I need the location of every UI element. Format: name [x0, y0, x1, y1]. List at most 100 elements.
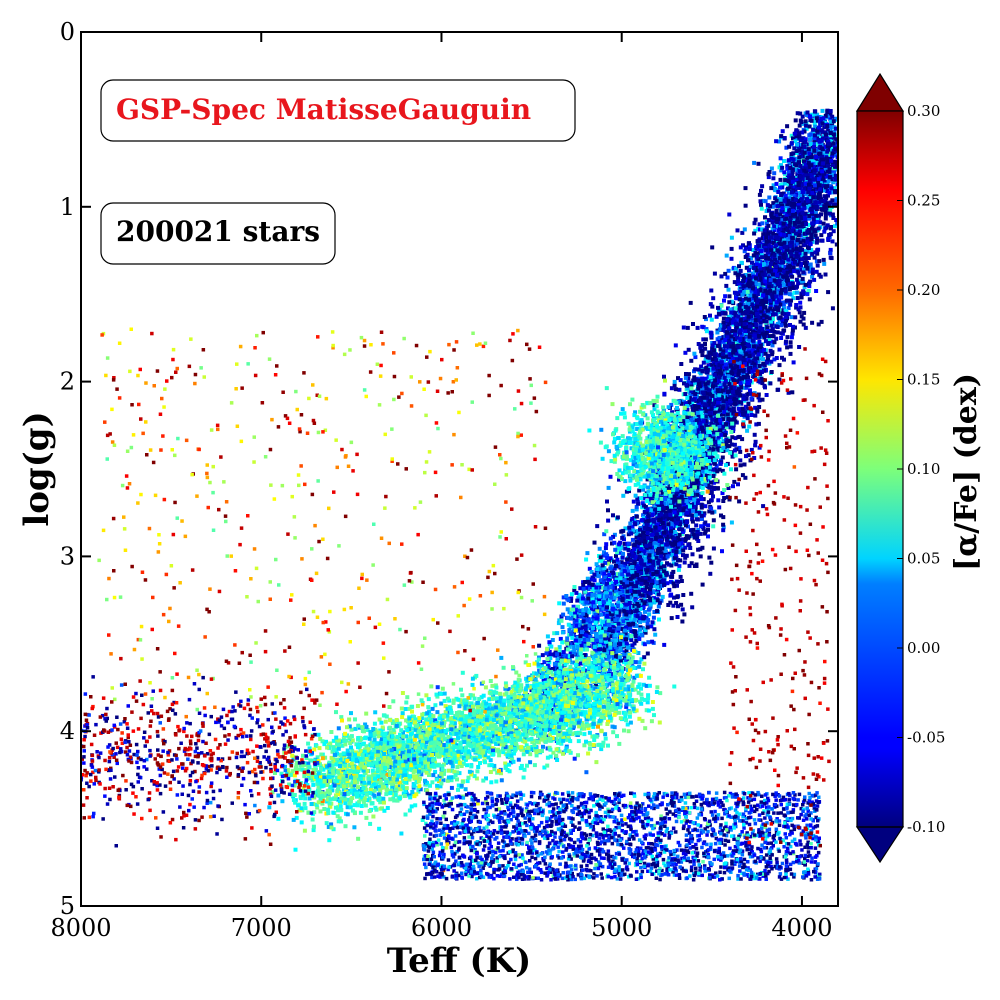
giant-branch-point	[792, 193, 797, 198]
giant-branch-point	[724, 403, 729, 408]
giant-branch-point	[798, 193, 803, 198]
giant-branch-point	[660, 490, 665, 495]
giant-branch-point	[672, 532, 677, 537]
giant-branch-point	[739, 350, 744, 355]
giant-branch-point	[651, 615, 656, 620]
giant-branch-point	[815, 118, 820, 123]
giant-branch-point	[803, 191, 808, 196]
giant-branch-point	[710, 341, 715, 345]
giant-branch-point	[715, 330, 720, 335]
giant-branch-point	[644, 556, 649, 561]
giant-branch-point	[764, 259, 769, 264]
giant-branch-point	[827, 184, 832, 189]
giant-branch-point	[764, 270, 769, 275]
giant-branch-point	[757, 222, 762, 227]
giant-branch-point	[739, 400, 743, 405]
giant-branch-point	[599, 622, 604, 627]
giant-branch-point	[690, 401, 695, 405]
giant-branch-point	[822, 152, 827, 157]
giant-branch-point	[814, 187, 819, 192]
giant-branch-point	[810, 112, 815, 117]
giant-branch-point	[673, 503, 678, 508]
giant-branch-point	[622, 541, 627, 546]
giant-branch-point	[618, 545, 623, 550]
giant-branch-point	[753, 279, 758, 284]
giant-branch-point	[813, 124, 818, 129]
giant-branch-point	[721, 439, 726, 444]
giant-branch-point	[795, 241, 800, 246]
giant-branch-point	[641, 515, 646, 520]
giant-branch-point	[609, 631, 614, 636]
giant-branch-point	[625, 560, 630, 565]
giant-branch-point	[729, 312, 734, 317]
giant-branch-point	[808, 114, 812, 119]
giant-branch-point	[709, 317, 714, 322]
giant-branch-point	[748, 327, 753, 332]
giant-branch-point	[752, 160, 757, 165]
giant-branch-point	[624, 608, 629, 613]
giant-branch-point	[781, 301, 786, 306]
giant-branch-point	[828, 117, 833, 122]
giant-branch-point	[678, 522, 682, 527]
giant-branch-point	[809, 118, 814, 123]
giant-branch-point	[810, 239, 815, 244]
giant-branch-point	[716, 382, 721, 386]
giant-branch-point	[729, 299, 734, 304]
giant-branch-point	[764, 281, 768, 286]
giant-branch-point	[734, 266, 739, 271]
giant-branch-point	[652, 610, 657, 614]
giant-branch-point	[775, 330, 780, 335]
giant-branch-point	[641, 487, 646, 492]
giant-branch-point	[739, 360, 744, 365]
giant-branch-point	[730, 337, 735, 342]
giant-branch-point	[652, 575, 657, 580]
giant-branch-point	[806, 222, 811, 227]
giant-branch-point	[639, 657, 644, 662]
giant-branch-point	[825, 115, 830, 120]
giant-branch-point	[782, 306, 786, 311]
giant-branch-point	[755, 377, 760, 382]
giant-branch-point	[646, 618, 651, 622]
giant-branch-point	[627, 601, 632, 605]
giant-branch-point	[593, 642, 598, 647]
giant-branch-point	[828, 125, 833, 130]
giant-branch-point	[612, 643, 617, 648]
giant-branch-point	[644, 615, 649, 620]
giant-branch-point	[639, 565, 644, 570]
giant-branch-point	[771, 183, 776, 188]
giant-branch-point	[718, 421, 723, 426]
giant-branch-point	[829, 119, 833, 124]
giant-branch-point	[634, 623, 639, 628]
giant-branch-point	[787, 261, 792, 266]
giant-branch-point	[643, 609, 647, 614]
giant-branch-point	[818, 177, 823, 182]
giant-branch-point	[750, 260, 754, 265]
giant-branch-point	[804, 126, 809, 131]
giant-branch-point	[587, 632, 591, 636]
giant-branch-point	[622, 630, 627, 635]
giant-branch-point	[787, 170, 791, 175]
giant-branch-point	[630, 508, 635, 513]
giant-branch-point	[697, 378, 702, 383]
giant-branch-point	[686, 347, 691, 352]
giant-branch-point	[669, 402, 674, 407]
giant-branch-point	[808, 132, 813, 137]
giant-branch-point	[807, 216, 812, 221]
giant-branch-point	[610, 629, 615, 634]
giant-branch-point	[631, 621, 636, 626]
giant-branch-point	[610, 645, 615, 650]
giant-branch-point	[767, 336, 772, 341]
giant-branch-point	[755, 286, 759, 290]
giant-branch-point	[656, 551, 661, 556]
giant-branch-point	[677, 564, 682, 569]
giant-branch-point	[641, 605, 646, 609]
giant-branch-point	[619, 585, 624, 589]
giant-branch-point	[636, 651, 641, 655]
giant-branch-point	[628, 595, 633, 600]
giant-branch-point	[656, 509, 661, 513]
giant-branch-point	[773, 286, 778, 291]
giant-branch-point	[822, 180, 827, 185]
giant-branch-point	[726, 306, 730, 311]
giant-branch-point	[785, 166, 790, 171]
giant-branch-point	[602, 648, 607, 653]
